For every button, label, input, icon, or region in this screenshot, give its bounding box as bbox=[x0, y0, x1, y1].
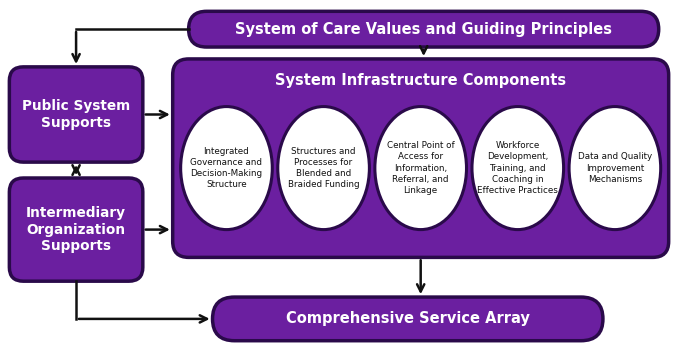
Text: System of Care Values and Guiding Principles: System of Care Values and Guiding Princi… bbox=[235, 22, 612, 37]
FancyBboxPatch shape bbox=[10, 178, 142, 281]
Text: Intermediary
Organization
Supports: Intermediary Organization Supports bbox=[26, 206, 126, 253]
FancyBboxPatch shape bbox=[188, 11, 659, 47]
Text: Workforce
Development,
Training, and
Coaching in
Effective Practices: Workforce Development, Training, and Coa… bbox=[477, 141, 558, 195]
Ellipse shape bbox=[277, 106, 369, 230]
Ellipse shape bbox=[375, 106, 466, 230]
Ellipse shape bbox=[569, 106, 661, 230]
FancyBboxPatch shape bbox=[212, 297, 603, 341]
Text: Data and Quality
Improvement
Mechanisms: Data and Quality Improvement Mechanisms bbox=[578, 152, 652, 184]
FancyBboxPatch shape bbox=[173, 59, 669, 257]
Ellipse shape bbox=[472, 106, 564, 230]
Text: Central Point of
Access for
Information,
Referral, and
Linkage: Central Point of Access for Information,… bbox=[387, 141, 454, 195]
Ellipse shape bbox=[181, 106, 272, 230]
FancyBboxPatch shape bbox=[10, 67, 142, 162]
Text: Comprehensive Service Array: Comprehensive Service Array bbox=[286, 312, 530, 326]
Text: Structures and
Processes for
Blended and
Braided Funding: Structures and Processes for Blended and… bbox=[288, 147, 360, 189]
Text: System Infrastructure Components: System Infrastructure Components bbox=[275, 73, 566, 88]
Text: Integrated
Governance and
Decision-Making
Structure: Integrated Governance and Decision-Makin… bbox=[190, 147, 262, 189]
Text: Public System
Supports: Public System Supports bbox=[22, 99, 130, 130]
